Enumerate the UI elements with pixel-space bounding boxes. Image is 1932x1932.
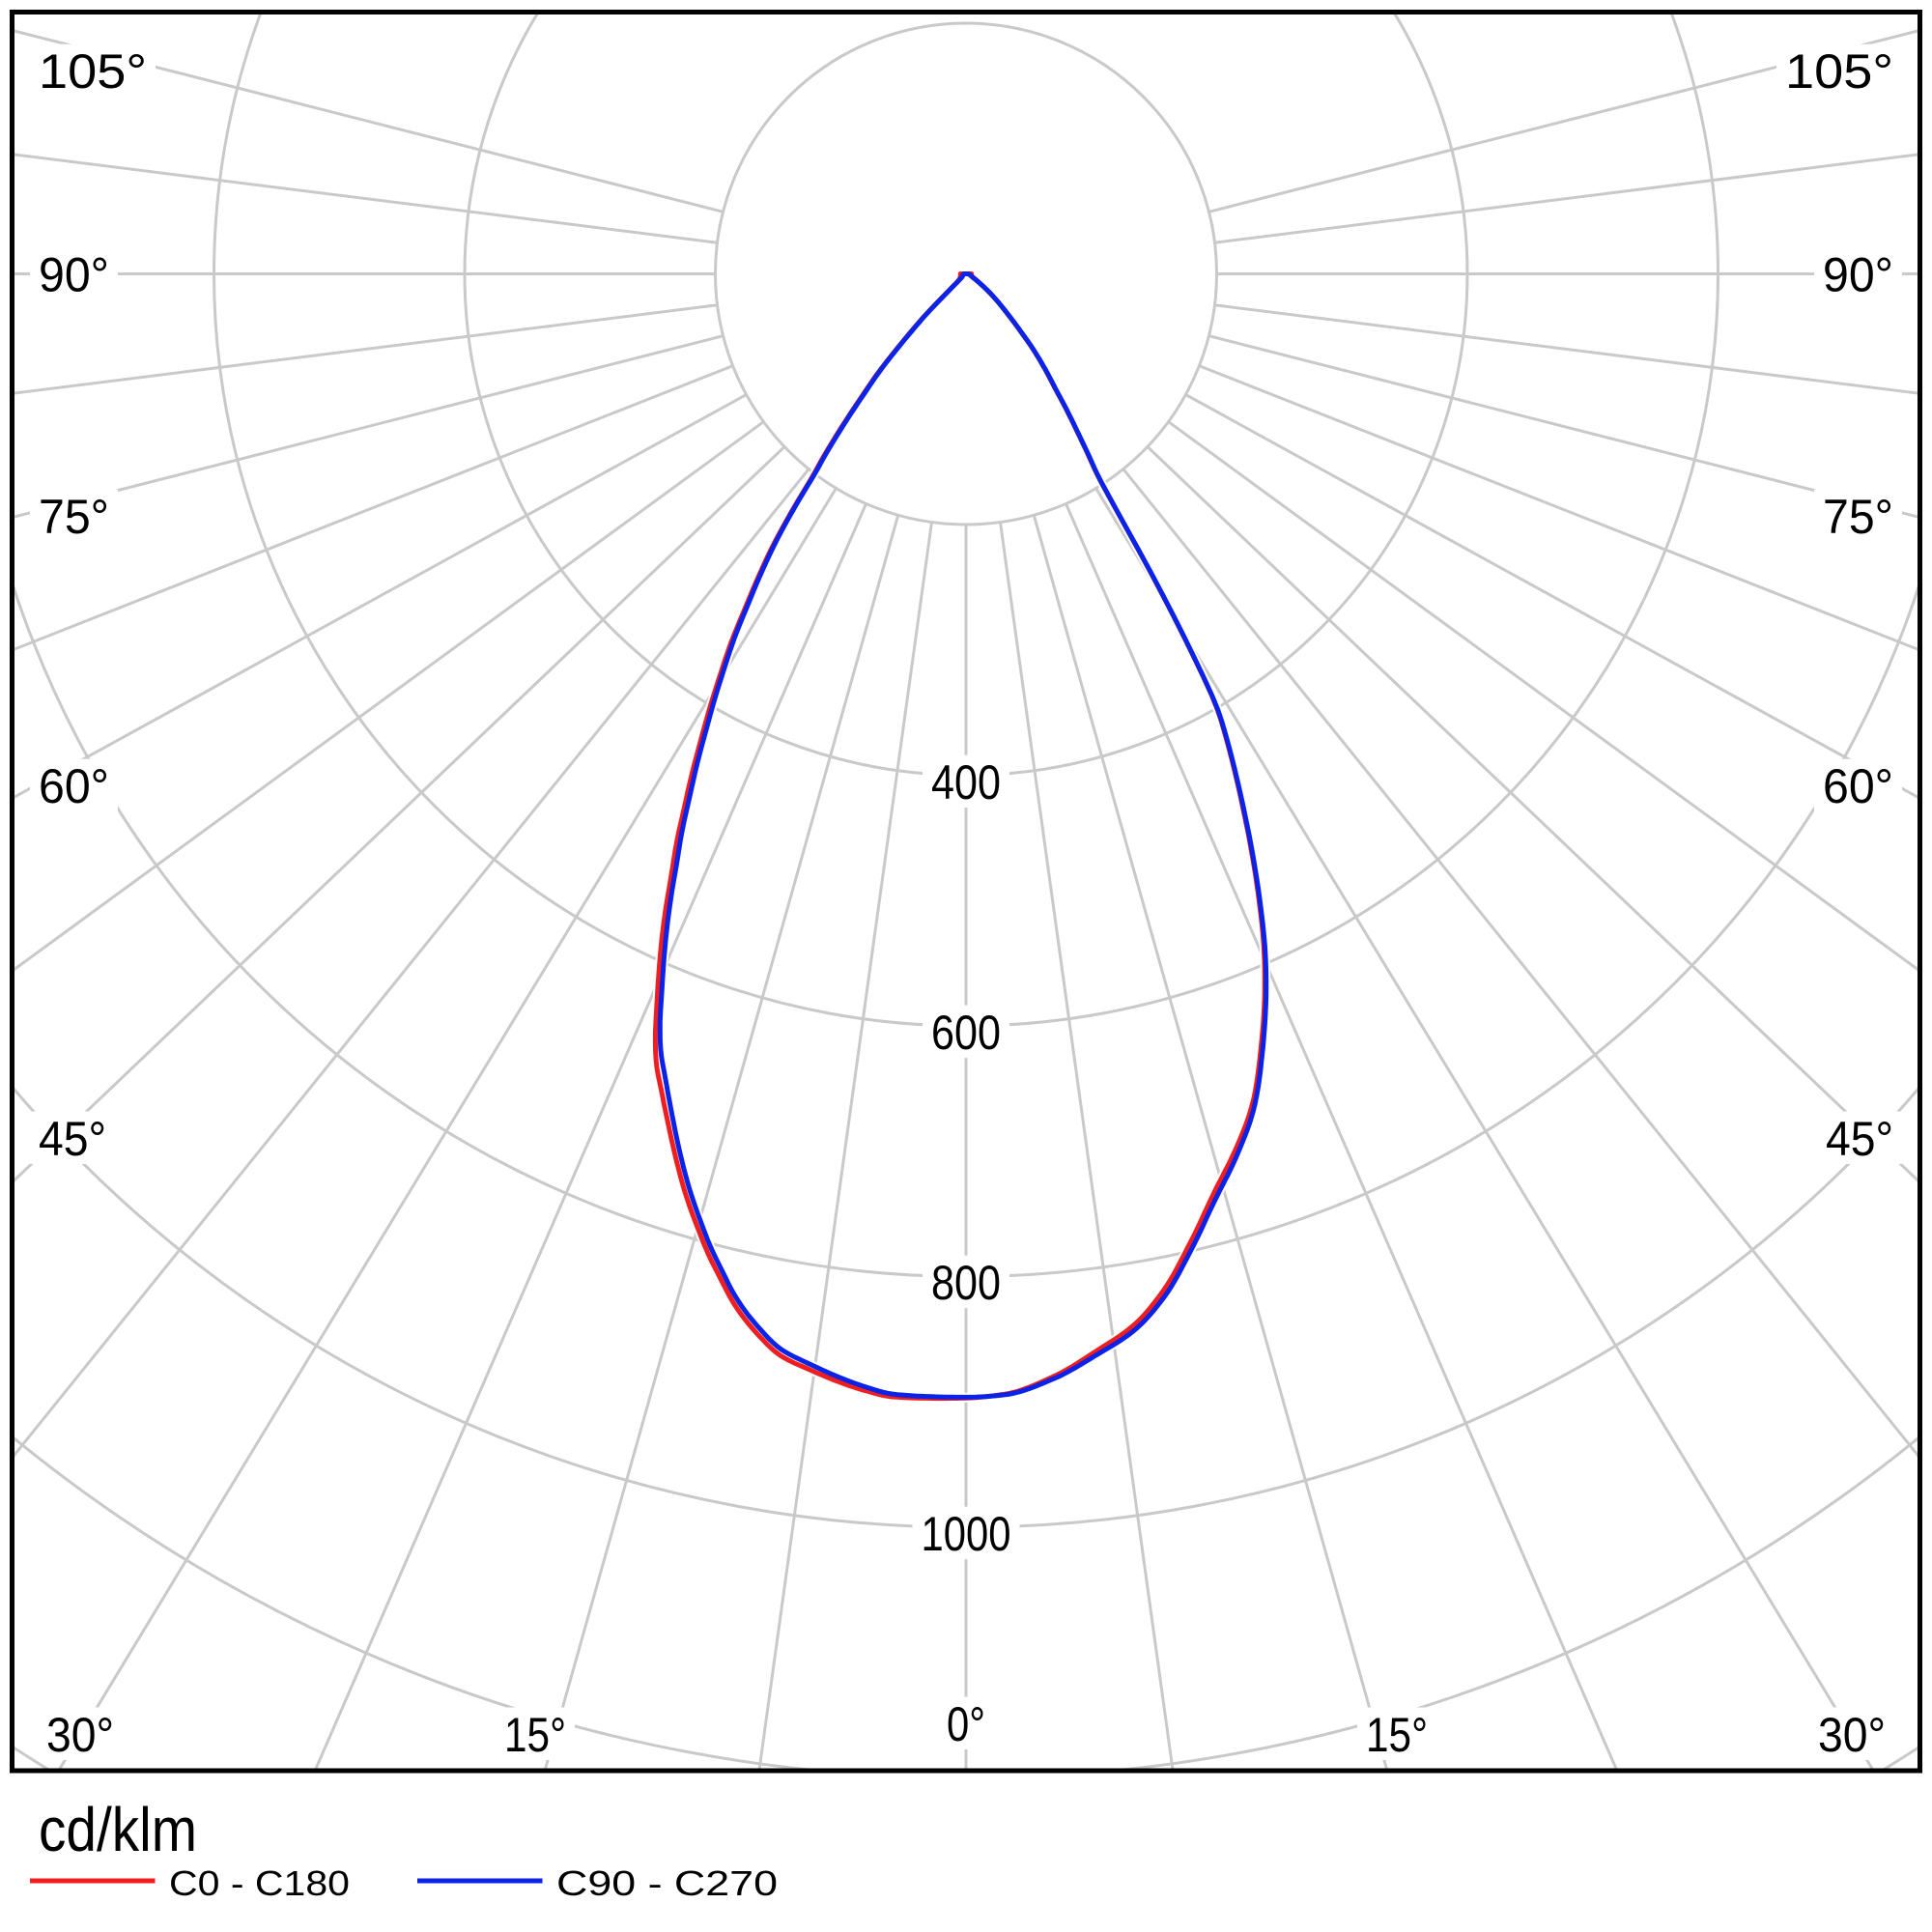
svg-text:C0 - C180: C0 - C180 <box>169 1863 350 1903</box>
svg-text:60°: 60° <box>1823 759 1893 813</box>
svg-text:1000: 1000 <box>922 1507 1011 1561</box>
svg-text:90°: 90° <box>39 248 109 302</box>
svg-text:45°: 45° <box>1826 1112 1893 1166</box>
svg-text:15°: 15° <box>504 1708 566 1762</box>
svg-text:30°: 30° <box>46 1708 114 1762</box>
svg-text:45°: 45° <box>39 1112 106 1166</box>
svg-text:400: 400 <box>931 755 1001 810</box>
svg-text:105°: 105° <box>1785 44 1893 99</box>
svg-text:75°: 75° <box>1823 490 1893 544</box>
svg-text:75°: 75° <box>39 490 109 544</box>
svg-text:C90 - C270: C90 - C270 <box>556 1863 778 1903</box>
svg-text:600: 600 <box>931 1006 1001 1060</box>
svg-text:30°: 30° <box>1818 1708 1886 1762</box>
svg-text:105°: 105° <box>39 44 147 99</box>
svg-text:90°: 90° <box>1823 248 1893 302</box>
svg-text:0°: 0° <box>947 1697 985 1751</box>
svg-text:800: 800 <box>931 1256 1001 1310</box>
svg-text:cd/klm: cd/klm <box>39 1795 197 1864</box>
svg-text:60°: 60° <box>39 759 109 813</box>
svg-text:15°: 15° <box>1366 1708 1428 1762</box>
